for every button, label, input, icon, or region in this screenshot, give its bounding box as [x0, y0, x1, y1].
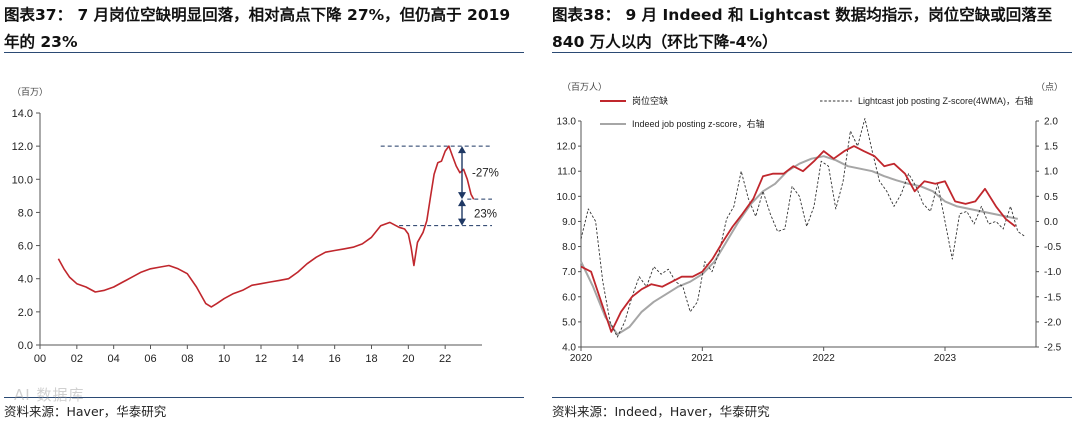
right-left-y-tick-label: 9.0: [562, 217, 576, 228]
right-left-y-tick-label: 7.0: [562, 267, 576, 278]
left-x-tick-label: 08: [181, 353, 193, 365]
left-x-tick-label: 04: [108, 353, 120, 365]
left-unit-label: （百万）: [12, 87, 48, 97]
left-y-tick-label: 6.0: [18, 241, 33, 253]
watermark-logo: AI 数据库: [14, 386, 85, 404]
right-left-y-tick-label: 11.0: [557, 167, 576, 178]
right-left-y-tick-label: 8.0: [562, 242, 576, 253]
left-x-tick-label: 14: [292, 353, 304, 365]
legend-vacancy-label: 岗位空缺: [632, 95, 668, 106]
left-x-tick-label: 20: [402, 353, 414, 365]
right-left-y-tick-label: 4.0: [562, 343, 576, 354]
left-y-tick-label: 0.0: [18, 340, 33, 352]
right-top-rule: [552, 52, 1072, 53]
right-x-tick-label: 2021: [691, 353, 714, 364]
left-chart-panel: 图表37： 7 月岗位空缺明显回落，相对高点下降 27%，但仍高于 2019 年…: [4, 0, 524, 422]
right-right-y-tick-label: -1.5: [1044, 292, 1062, 303]
left-annotation-above: 23%: [474, 208, 497, 220]
left-x-tick-label: 00: [34, 353, 46, 365]
right-x-tick-label: 2023: [934, 353, 957, 364]
right-right-y-tick-label: -2.0: [1044, 317, 1062, 328]
left-y-tick-label: 12.0: [12, 141, 33, 153]
left-x-tick-label: 22: [439, 353, 451, 365]
right-left-y-tick-label: 6.0: [562, 292, 576, 303]
right-source-note: 资料来源：Indeed，Haver，华泰研究: [552, 404, 770, 419]
right-left-y-tick-label: 10.0: [557, 192, 577, 203]
right-left-y-tick-label: 5.0: [562, 317, 576, 328]
right-bottom-rule: [552, 397, 1072, 398]
left-x-tick-label: 16: [329, 353, 341, 365]
right-chart-panel: 图表38： 9 月 Indeed 和 Lightcast 数据均指示，岗位空缺或…: [552, 0, 1072, 422]
right-x-tick-label: 2020: [570, 353, 593, 364]
left-chart-title: 图表37： 7 月岗位空缺明显回落，相对高点下降 27%，但仍高于 2019 年…: [4, 6, 511, 51]
legend-lightcast-label: Lightcast job posting Z-score(4WMA)，右轴: [858, 95, 1033, 106]
right-right-y-tick-label: 2.0: [1044, 117, 1058, 128]
right-left-unit-label: （百万人）: [562, 82, 607, 92]
right-chart: （百万人） （点） 4.0 5.0 6.0 7.0 8.0 9.0 10.0 11.0 12.0 13…: [557, 82, 1063, 364]
right-indeed-line: [580, 155, 1019, 336]
left-arrow-2-head-down: [458, 218, 466, 226]
right-right-y-tick-label: 0.0: [1044, 217, 1058, 228]
left-x-tick-label: 10: [218, 353, 230, 365]
left-y-tick-label: 8.0: [18, 207, 33, 219]
left-arrow-1-head-down: [458, 192, 466, 200]
right-right-y-tick-label: 1.5: [1044, 142, 1058, 153]
right-vacancy-line: [580, 145, 1016, 333]
right-x-tick-label: 2022: [813, 353, 836, 364]
left-y-tick-label: 14.0: [12, 108, 33, 120]
left-x-tick-label: 18: [365, 353, 377, 365]
right-right-y-tick-label: 0.5: [1044, 192, 1058, 203]
left-x-tick-label: 12: [255, 353, 267, 365]
left-x-tick-label: 02: [71, 353, 83, 365]
left-annotation-drop: -27%: [472, 168, 499, 180]
right-right-y-tick-label: -1.0: [1044, 267, 1062, 278]
right-lightcast-line: [580, 118, 1026, 338]
legend-indeed-label: Indeed job posting z-score，右轴: [632, 118, 765, 129]
left-arrow-2-head-up: [458, 199, 466, 207]
right-left-y-tick-label: 13.0: [557, 117, 577, 128]
left-source-note: 资料来源：Haver，华泰研究: [4, 404, 167, 419]
right-right-y-tick-label: 1.0: [1044, 167, 1058, 178]
left-bottom-rule: [4, 397, 524, 398]
right-right-y-tick-label: -0.5: [1044, 242, 1062, 253]
right-chart-title: 图表38： 9 月 Indeed 和 Lightcast 数据均指示，岗位空缺或…: [552, 6, 1053, 51]
right-left-y-tick-label: 12.0: [557, 142, 577, 153]
left-series-line: [57, 145, 475, 308]
left-chart: （百万） 0.0 2.0 4.0 6.0 8.0 10.0 12.0 14.0 00 02 04 06 0…: [12, 87, 499, 365]
left-arrow-1-head-up: [458, 146, 466, 154]
left-y-tick-label: 10.0: [12, 174, 33, 186]
left-y-tick-label: 2.0: [18, 307, 33, 319]
left-y-tick-label: 4.0: [18, 274, 33, 286]
right-right-y-tick-label: -2.5: [1044, 343, 1062, 354]
left-top-rule: [4, 52, 524, 53]
right-right-unit-label: （点）: [1036, 82, 1063, 92]
left-x-tick-label: 06: [144, 353, 156, 365]
